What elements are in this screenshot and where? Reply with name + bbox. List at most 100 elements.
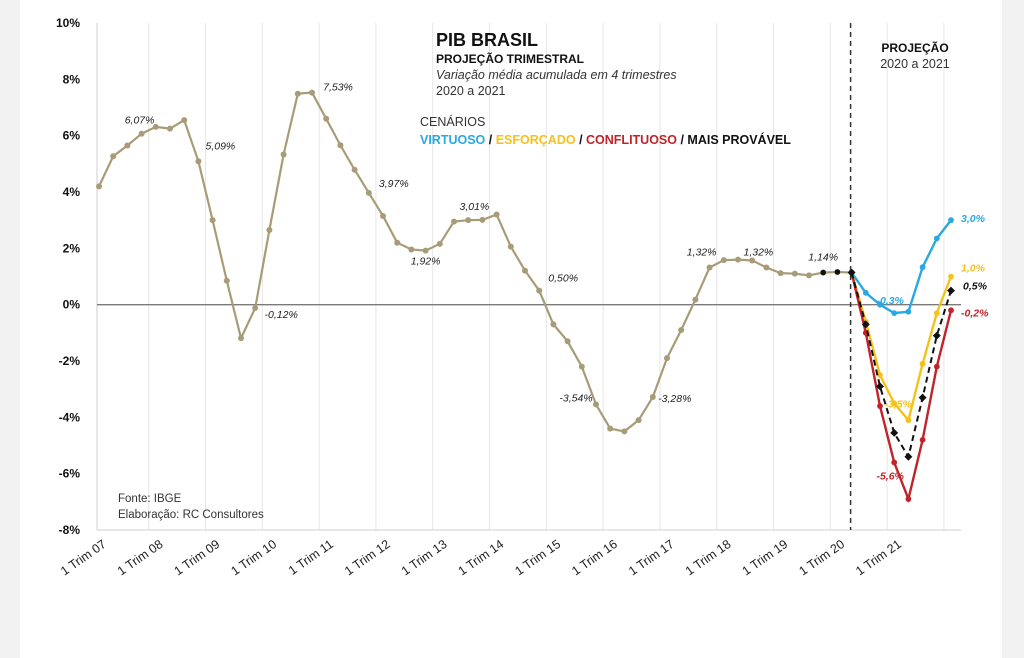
historical-point: [479, 216, 486, 223]
historical-point: [791, 270, 798, 277]
historical-point: [465, 217, 472, 224]
x-tick-label: 1 Trim 17: [626, 537, 677, 578]
y-tick-label: 0%: [63, 298, 81, 312]
data-label: -3,54%: [559, 392, 592, 404]
series-mais-provavel-point: [890, 428, 899, 437]
historical-point: [507, 243, 514, 250]
x-tick-label: 1 Trim 07: [58, 537, 109, 578]
historical-point: [720, 257, 727, 264]
data-label: 3,97%: [379, 178, 409, 190]
historical-point-marker: [820, 269, 826, 276]
series-virtuoso-point: [877, 301, 883, 308]
series-esforcado-point: [891, 400, 898, 407]
series-conflituoso-line: [850, 272, 953, 504]
historical-point: [380, 212, 386, 219]
data-label: 5,09%: [206, 140, 236, 152]
series-mais-provavel-point: [947, 286, 955, 295]
x-tick-label: 1 Trim 20: [796, 537, 847, 578]
projection-label: -3,5%: [884, 398, 912, 410]
historical-point: [493, 211, 500, 218]
projection-period: 2020 a 2021: [880, 57, 950, 71]
legend-mais-provavel: MAIS PROVÁVEL: [687, 132, 791, 147]
chart-description: Variação média acumulada em 4 trimestres: [436, 68, 677, 82]
legend-esforcado: ESFORÇADO: [496, 133, 576, 147]
series-virtuoso-line: [850, 219, 952, 315]
historical-point: [607, 425, 614, 432]
legend-separator: /: [576, 133, 586, 147]
series-esforcado-point: [919, 360, 926, 367]
historical-point: [735, 256, 741, 263]
historical-point: [678, 327, 685, 334]
data-label: 6,07%: [125, 115, 155, 127]
historical-point: [238, 335, 244, 342]
x-tick-label: 1 Trim 08: [115, 537, 166, 578]
historical-point: [252, 305, 259, 312]
x-tick-label: 1 Trim 12: [342, 537, 393, 578]
historical-point: [280, 151, 287, 158]
series-mais-provavel-point: [876, 382, 884, 391]
historical-point: [522, 267, 528, 274]
y-tick-label: 2%: [63, 241, 81, 255]
historical-point: [351, 166, 358, 173]
grid: [96, 23, 961, 531]
projection-label: PROJEÇÃO: [881, 40, 948, 55]
series-conflituoso-point: [905, 496, 912, 502]
data-label: 1,92%: [411, 256, 441, 268]
historical-point: [323, 115, 330, 122]
series-esforcado-point: [877, 372, 883, 378]
historical-point: [536, 287, 543, 294]
historical-point: [564, 338, 571, 345]
historical-point: [110, 153, 117, 160]
historical-point: [223, 277, 230, 284]
projection-label: 0,5%: [963, 281, 988, 293]
historical-point: [394, 239, 401, 246]
y-tick-label: 8%: [63, 72, 81, 86]
historical-point: [578, 363, 585, 370]
projection-label: -0,3%: [876, 295, 904, 307]
series-mais-provavel-point: [847, 268, 856, 277]
series-virtuoso-point: [862, 289, 869, 296]
scenarios-legend: VIRTUOSO / ESFORÇADO / CONFLITUOSO / MAI…: [420, 132, 791, 147]
historical-point: [422, 247, 429, 254]
historical-point-marker: [834, 269, 841, 275]
historical-point: [167, 125, 173, 132]
x-tick-label: 1 Trim 19: [740, 537, 791, 578]
series-mais-provavel-point: [918, 393, 927, 402]
x-axis: 1 Trim 07 1 Trim 08 1 Trim 09 1 Trim 10 1 Tr…: [58, 537, 904, 578]
x-tick-label: 1 Trim 18: [683, 537, 734, 578]
x-tick-label: 1 Trim 09: [172, 537, 223, 578]
chart-subtitle: PROJEÇÃO TRIMESTRAL: [436, 51, 584, 66]
series-mais-provavel-point: [904, 452, 913, 461]
data-labels: 6,07% 5,09% -0,12% 7,53% 3,97% 1,92% 3,01% 0,50…: [125, 82, 989, 483]
historical-point: [706, 264, 713, 271]
legend-virtuoso: VIRTUOSO: [420, 133, 486, 147]
historical-point: [124, 142, 131, 149]
data-label: 3,01%: [460, 201, 490, 213]
page: 10% 8% 6% 4% 2% 0% -2% -4% -6% -8% 1 Trim 07 1 Tri…: [20, 0, 1002, 658]
y-tick-label: 10%: [56, 16, 80, 30]
legend-separator: /: [677, 133, 687, 147]
chart-period: 2020 a 2021: [436, 84, 506, 98]
x-tick-label: 1 Trim 15: [512, 537, 563, 578]
x-tick-label: 1 Trim 14: [456, 537, 507, 578]
historical-point: [408, 246, 415, 253]
projection-label: -5,6%: [876, 470, 904, 482]
x-tick-label: 1 Trim 13: [399, 537, 450, 578]
historical-point: [436, 240, 443, 247]
historical-point: [635, 417, 642, 424]
x-tick-label: 1 Trim 21: [853, 537, 904, 578]
data-label: 0,50%: [548, 273, 578, 285]
series-conflituoso-point: [891, 459, 898, 466]
data-label: 7,53%: [323, 82, 353, 94]
series-conflituoso-point: [933, 363, 940, 370]
data-label: 1,32%: [744, 246, 774, 258]
series-virtuoso-point: [891, 310, 898, 317]
chart-title: PIB BRASIL: [436, 30, 538, 50]
historical-point: [550, 321, 557, 328]
author-note: Elaboração: RC Consultores: [118, 509, 264, 521]
historical-point: [309, 89, 315, 96]
series-esforcado-point: [948, 273, 954, 280]
source-note: Fonte: IBGE: [118, 493, 182, 505]
historical-point: [593, 401, 599, 408]
historical-point: [96, 183, 102, 190]
